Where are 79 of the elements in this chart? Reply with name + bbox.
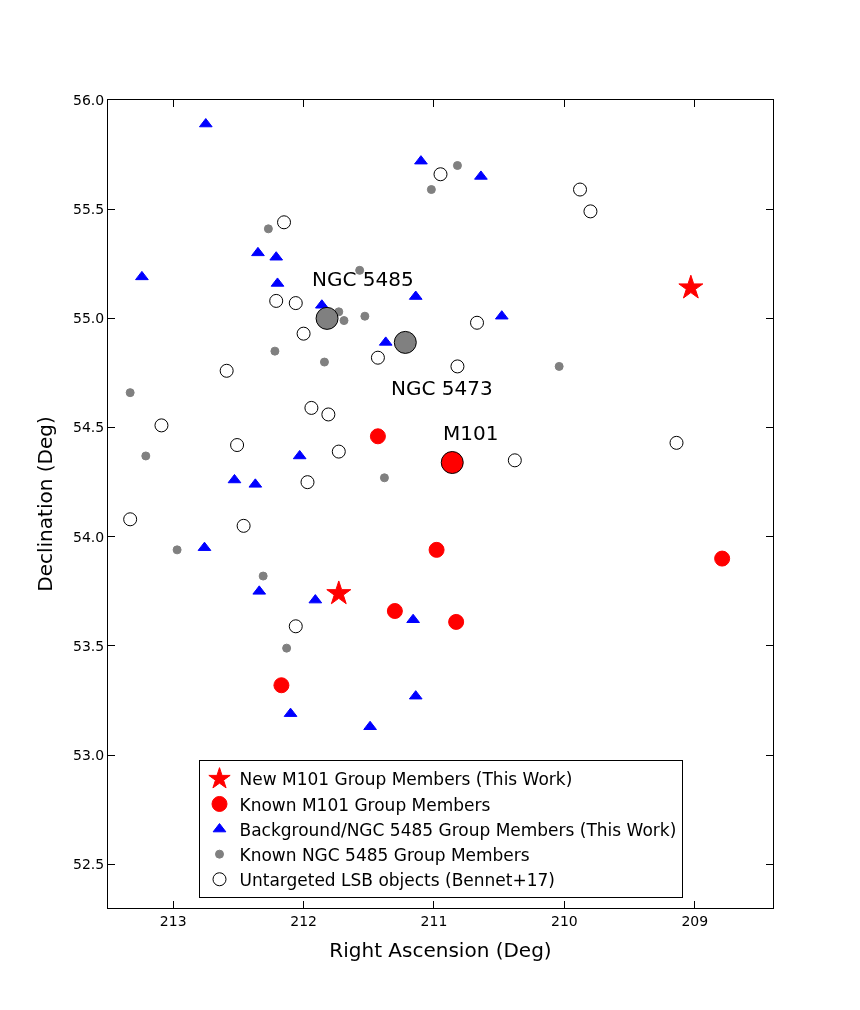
point [355, 265, 365, 275]
point [251, 246, 265, 257]
point [141, 451, 151, 461]
point [270, 346, 280, 356]
y-tick-label: 53.0 [73, 747, 105, 764]
point [172, 545, 182, 555]
point [304, 400, 319, 415]
point [440, 451, 464, 474]
point [227, 473, 242, 484]
y-tick-label: 52.5 [73, 856, 105, 873]
point [450, 359, 465, 374]
y-tick-label: 56.0 [73, 91, 105, 108]
point [470, 315, 485, 330]
point [125, 388, 135, 398]
point [288, 619, 303, 634]
y-tick-label: 55.5 [73, 201, 105, 218]
point [273, 677, 290, 694]
point [230, 438, 245, 453]
legend-label: Untargeted LSB objects (Bennet+17) [239, 869, 555, 890]
point [292, 449, 307, 460]
point [339, 316, 349, 326]
y-tick-label: 55.0 [73, 310, 105, 327]
point [154, 418, 169, 433]
point [393, 330, 417, 354]
legend-label: Background/NGC 5485 Group Members (This Work) [239, 819, 677, 840]
point [258, 571, 268, 581]
point [433, 167, 448, 182]
point [331, 444, 346, 459]
point [428, 541, 445, 558]
point [123, 512, 138, 527]
point [282, 643, 292, 653]
point [554, 361, 564, 371]
point [319, 357, 329, 367]
x-tick-label: 211 [420, 912, 448, 929]
point [714, 550, 731, 567]
legend-label: New M101 Group Members (This Work) [239, 769, 573, 790]
point [369, 428, 386, 445]
point [426, 185, 436, 195]
point [269, 293, 284, 308]
point [277, 215, 292, 230]
y-axis-title: Declination (Deg) [32, 416, 57, 592]
point [263, 224, 273, 234]
y-tick-label: 54.0 [73, 528, 105, 545]
point [573, 182, 588, 197]
point [370, 350, 385, 365]
point [414, 155, 428, 165]
point [300, 475, 315, 490]
point [363, 720, 377, 730]
point [678, 274, 704, 299]
x-tick-label: 212 [290, 912, 317, 929]
point [360, 311, 370, 321]
point [507, 453, 522, 468]
point [448, 613, 465, 630]
x-axis-title: Right Ascension (Deg) [329, 938, 552, 963]
point [296, 326, 311, 341]
y-tick-label: 54.5 [73, 419, 105, 436]
x-tick-label: 210 [551, 912, 578, 929]
legend-label: Known M101 Group Members [239, 794, 491, 815]
annotation: M101 [443, 421, 499, 445]
x-tick-label: 209 [681, 912, 709, 929]
point [321, 407, 336, 422]
point [219, 363, 234, 378]
legend-label: Known NGC 5485 Group Members [239, 844, 530, 865]
point [135, 270, 149, 281]
point [669, 435, 684, 450]
y-tick-label: 53.5 [73, 637, 105, 654]
point [288, 296, 303, 311]
x-tick-label: 213 [159, 912, 187, 929]
point [236, 518, 251, 533]
point [379, 473, 389, 483]
annotation: NGC 5473 [391, 376, 493, 400]
annotation: NGC 5485 [312, 267, 414, 291]
point [315, 306, 339, 330]
point [474, 170, 488, 180]
point [326, 580, 352, 605]
point [583, 204, 598, 219]
point [452, 161, 462, 171]
point [386, 603, 403, 619]
point [406, 613, 420, 623]
